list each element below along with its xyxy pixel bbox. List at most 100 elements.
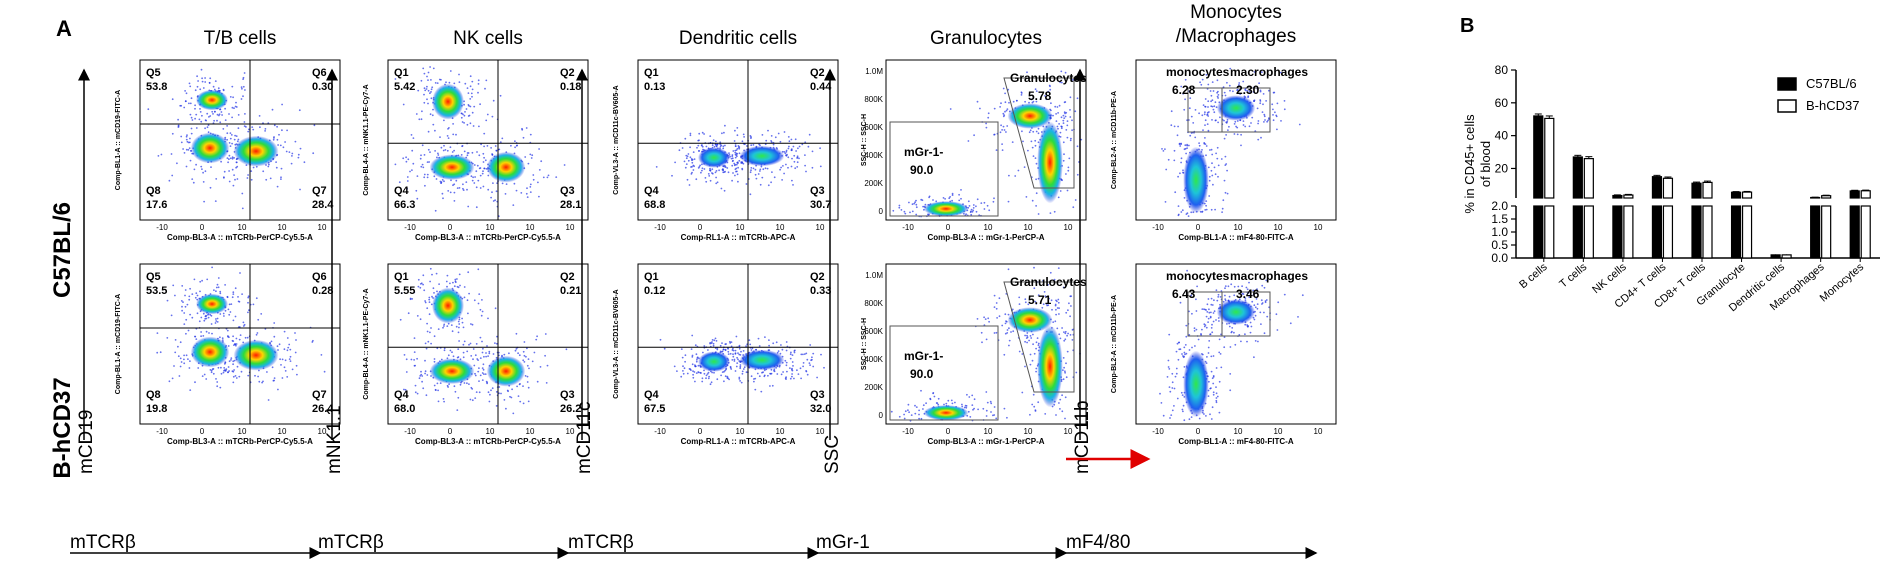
event-dot bbox=[1209, 333, 1212, 335]
event-dot bbox=[1064, 115, 1067, 118]
event-dot bbox=[230, 303, 233, 305]
event-dot bbox=[1203, 323, 1206, 326]
event-dot bbox=[226, 132, 229, 135]
event-dot bbox=[755, 177, 758, 180]
event-dot bbox=[735, 335, 738, 338]
event-dot bbox=[522, 359, 525, 362]
event-dot bbox=[990, 402, 993, 405]
event-dot bbox=[708, 175, 711, 177]
event-dot bbox=[517, 352, 519, 355]
gate-name: Q7 bbox=[312, 185, 327, 197]
event-dot bbox=[242, 78, 245, 80]
event-dot bbox=[189, 159, 192, 162]
event-dot bbox=[802, 362, 805, 364]
y-axis-label: Comp-BL1-A :: mCD19-FITC-A bbox=[115, 294, 122, 394]
event-dot bbox=[1075, 371, 1078, 374]
event-dot bbox=[176, 162, 178, 165]
event-dot bbox=[185, 135, 188, 138]
event-dot bbox=[458, 187, 461, 189]
y-axis-label: SSC-H :: SSC-H bbox=[861, 114, 868, 166]
event-dot bbox=[1062, 159, 1065, 162]
event-dot bbox=[479, 308, 482, 311]
event-dot bbox=[738, 146, 740, 149]
event-dot bbox=[224, 284, 227, 286]
event-dot bbox=[424, 370, 427, 373]
x-tick-label: 10 bbox=[278, 427, 287, 436]
event-dot bbox=[798, 145, 801, 148]
event-dot bbox=[323, 370, 326, 373]
event-dot bbox=[686, 372, 689, 375]
event-dot bbox=[273, 322, 276, 324]
event-dot bbox=[1260, 323, 1262, 325]
event-dot bbox=[522, 402, 525, 405]
event-dot bbox=[438, 283, 440, 285]
event-dot bbox=[481, 340, 483, 343]
event-dot bbox=[212, 113, 214, 115]
y-tick-label: 0 bbox=[879, 411, 884, 420]
event-dot bbox=[1244, 333, 1246, 336]
event-dot bbox=[1049, 271, 1052, 274]
event-dot bbox=[231, 85, 234, 88]
event-dot bbox=[1223, 91, 1226, 94]
event-dot bbox=[921, 199, 924, 202]
event-dot bbox=[236, 178, 239, 180]
event-dot bbox=[484, 373, 487, 375]
event-dot bbox=[722, 145, 725, 148]
event-dot bbox=[712, 139, 715, 142]
event-dot bbox=[995, 307, 998, 310]
event-dot bbox=[1033, 352, 1036, 355]
event-dot bbox=[189, 113, 192, 116]
y-tick-label: 1.0 bbox=[1491, 225, 1508, 239]
event-dot bbox=[1063, 153, 1065, 156]
x-tick-label: -10 bbox=[404, 427, 416, 436]
event-dot bbox=[515, 189, 518, 192]
event-dot bbox=[469, 85, 472, 88]
event-dot bbox=[695, 353, 698, 356]
event-dot bbox=[759, 144, 761, 147]
event-dot bbox=[208, 332, 210, 334]
event-dot bbox=[280, 178, 282, 181]
event-dot bbox=[201, 168, 203, 171]
event-dot bbox=[708, 375, 710, 378]
event-dot bbox=[485, 352, 487, 354]
event-dot bbox=[965, 213, 967, 216]
event-dot bbox=[256, 332, 259, 334]
event-dot bbox=[764, 143, 767, 146]
event-dot bbox=[463, 150, 466, 153]
y-axis-label: Comp-VL3-A :: mCD11c-BV605-A bbox=[613, 289, 620, 398]
event-dot bbox=[281, 129, 283, 132]
event-dot bbox=[738, 347, 741, 350]
event-dot bbox=[1168, 368, 1171, 370]
event-dot bbox=[485, 380, 488, 383]
event-dot bbox=[1227, 285, 1230, 288]
event-dot bbox=[788, 140, 791, 143]
event-dot bbox=[221, 337, 224, 340]
event-dot bbox=[719, 143, 722, 146]
event-dot bbox=[948, 197, 951, 200]
event-dot bbox=[705, 180, 708, 183]
event-dot bbox=[477, 91, 479, 94]
event-dot bbox=[1263, 115, 1266, 118]
event-dot bbox=[1275, 115, 1278, 118]
event-dot bbox=[1002, 87, 1005, 90]
event-dot bbox=[1216, 395, 1219, 398]
event-dot bbox=[1224, 164, 1227, 167]
event-dot bbox=[1058, 313, 1060, 315]
event-dot bbox=[463, 286, 466, 288]
event-dot bbox=[527, 386, 530, 389]
event-dot bbox=[1210, 94, 1213, 97]
event-dot bbox=[1008, 174, 1010, 177]
event-dot bbox=[494, 199, 496, 202]
event-dot bbox=[197, 80, 200, 82]
event-dot bbox=[290, 162, 293, 165]
event-dot bbox=[462, 343, 465, 346]
event-dot bbox=[1004, 101, 1007, 104]
event-dot bbox=[452, 133, 455, 136]
event-dot bbox=[188, 147, 191, 150]
event-dot bbox=[200, 316, 203, 319]
event-dot bbox=[194, 296, 197, 299]
event-dot bbox=[231, 157, 234, 160]
event-dot bbox=[294, 351, 297, 354]
event-dot bbox=[179, 357, 182, 360]
event-dot bbox=[1212, 376, 1215, 378]
